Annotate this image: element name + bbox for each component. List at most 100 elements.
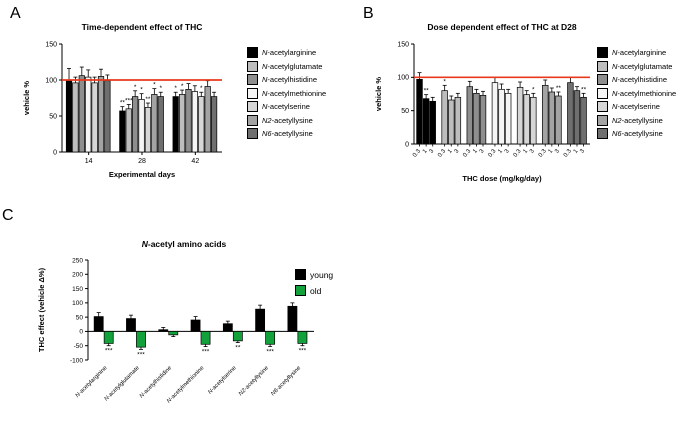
x-tick-label: 3 <box>454 148 461 155</box>
significance-label: * <box>134 84 137 91</box>
bar <box>548 91 556 145</box>
y-tick-label: 100 <box>397 75 409 82</box>
legend-item: N6-acetyllysine <box>247 128 326 139</box>
legend-swatch-icon <box>597 60 608 72</box>
legend-item: N2-acetyllysine <box>597 114 676 126</box>
legend-label: N-acetylarginine <box>262 48 317 57</box>
legend-item: N-acetylarginine <box>247 47 326 58</box>
legend-label: N-acetylglutamate <box>262 61 323 71</box>
legend-swatch-icon <box>247 101 258 112</box>
bar <box>210 96 218 153</box>
x-tick-label: 1 <box>548 148 555 155</box>
bar <box>498 88 505 145</box>
x-tick-label: 0.3 <box>513 148 523 159</box>
bar <box>185 89 192 153</box>
y-tick-label: 100 <box>72 300 83 307</box>
bar <box>126 318 136 332</box>
x-tick-label: 1 <box>447 148 454 155</box>
legend-swatch-icon <box>597 74 608 85</box>
significance-label: ** <box>556 85 562 92</box>
x-tick-label: 1 <box>472 148 479 155</box>
bar <box>144 107 152 153</box>
legend-label: N-acetylhistidine <box>262 75 318 84</box>
bar <box>151 94 158 153</box>
x-tick-label: N-acetylmethionine <box>166 365 205 404</box>
significance-label: ** <box>581 86 587 93</box>
bar <box>580 96 587 145</box>
bar <box>466 86 474 145</box>
significance-label: ** <box>235 345 241 352</box>
x-tick-label: 3 <box>529 148 536 155</box>
bar <box>178 94 186 153</box>
bar <box>157 96 164 153</box>
legend-label: N-acetylmethionine <box>262 88 327 98</box>
x-tick-label: 3 <box>429 148 436 155</box>
bar <box>573 90 581 145</box>
bar <box>138 99 145 153</box>
legend-label: N6-acetyllysine <box>612 129 663 138</box>
legend-label: N2-acetyllysine <box>262 115 313 125</box>
legend-swatch-icon <box>597 114 608 126</box>
bar <box>198 96 205 153</box>
bar <box>441 90 448 145</box>
bar <box>191 91 198 153</box>
bar <box>265 331 276 345</box>
legend-swatch-icon <box>247 128 258 139</box>
legend-item: N-acetylmethionine <box>597 87 676 99</box>
y-tick-label: 200 <box>72 272 83 279</box>
legend-swatch-icon <box>247 60 258 72</box>
legend-label: old <box>310 285 322 296</box>
bar <box>422 98 430 145</box>
x-tick-label: 0.3 <box>412 148 422 159</box>
panel-label-c: C <box>2 207 14 224</box>
legend-swatch-icon <box>247 114 258 126</box>
legend-label: N6-acetyllysine <box>262 129 313 138</box>
significance-label: *** <box>299 348 307 355</box>
legend-label: N-acetylhistidine <box>612 75 668 84</box>
chart-title: Dose dependent effect of THC at D28 <box>427 22 577 32</box>
legend-item: old <box>295 285 333 296</box>
bar <box>504 92 512 145</box>
legend-swatch-icon <box>295 269 306 280</box>
x-tick-label: N6-acetyllysine <box>270 365 302 397</box>
significance-label: * <box>443 78 446 85</box>
bar <box>222 323 233 332</box>
significance-label: * <box>174 85 177 92</box>
chart-n-acetyl-amino-acids: N-acetyl amino acids -100 -50 0 50 100 150 200 2… <box>37 239 314 405</box>
bar <box>97 76 105 153</box>
bar <box>454 96 462 145</box>
chart-time-dependent-effect: Time-dependent effect of THC 0 50 100 150 veh… <box>22 22 222 179</box>
bar <box>85 76 92 153</box>
bar <box>91 82 98 153</box>
bar <box>168 331 179 336</box>
x-tick-label: 0.3 <box>462 148 472 159</box>
bar <box>200 331 211 345</box>
x-tick-label: 1 <box>497 148 504 155</box>
bar <box>119 110 126 153</box>
significance-label: *** <box>137 351 145 358</box>
significance-label: * <box>140 87 143 94</box>
x-tick-label: 1 <box>522 148 529 155</box>
bar <box>172 96 179 153</box>
x-tick-label: 1 <box>422 148 429 155</box>
significance-label: * <box>159 85 162 92</box>
legend-swatch-icon <box>597 128 608 139</box>
bar <box>429 100 436 145</box>
legend-label: N-acetylglutamate <box>612 61 673 71</box>
legend-swatch-icon <box>597 47 608 58</box>
x-tick-label: N-acetylarginine <box>75 365 109 399</box>
y-tick-label: 50 <box>401 108 409 115</box>
significance-label: ** <box>424 88 430 95</box>
bar <box>125 108 132 153</box>
bar <box>190 319 201 332</box>
bar <box>542 84 549 145</box>
y-axis-label: vehicle % <box>374 77 383 112</box>
y-axis-label: THC effect (vehicle Δ%) <box>37 267 46 352</box>
legend-swatch-icon <box>597 87 608 99</box>
legend-item: N-acetylmethionine <box>247 87 327 99</box>
y-tick-label: 0 <box>405 141 409 148</box>
bar <box>567 82 574 145</box>
y-tick-label: 0 <box>79 329 83 336</box>
bar <box>416 78 423 145</box>
x-tick-label: 1 <box>573 148 580 155</box>
